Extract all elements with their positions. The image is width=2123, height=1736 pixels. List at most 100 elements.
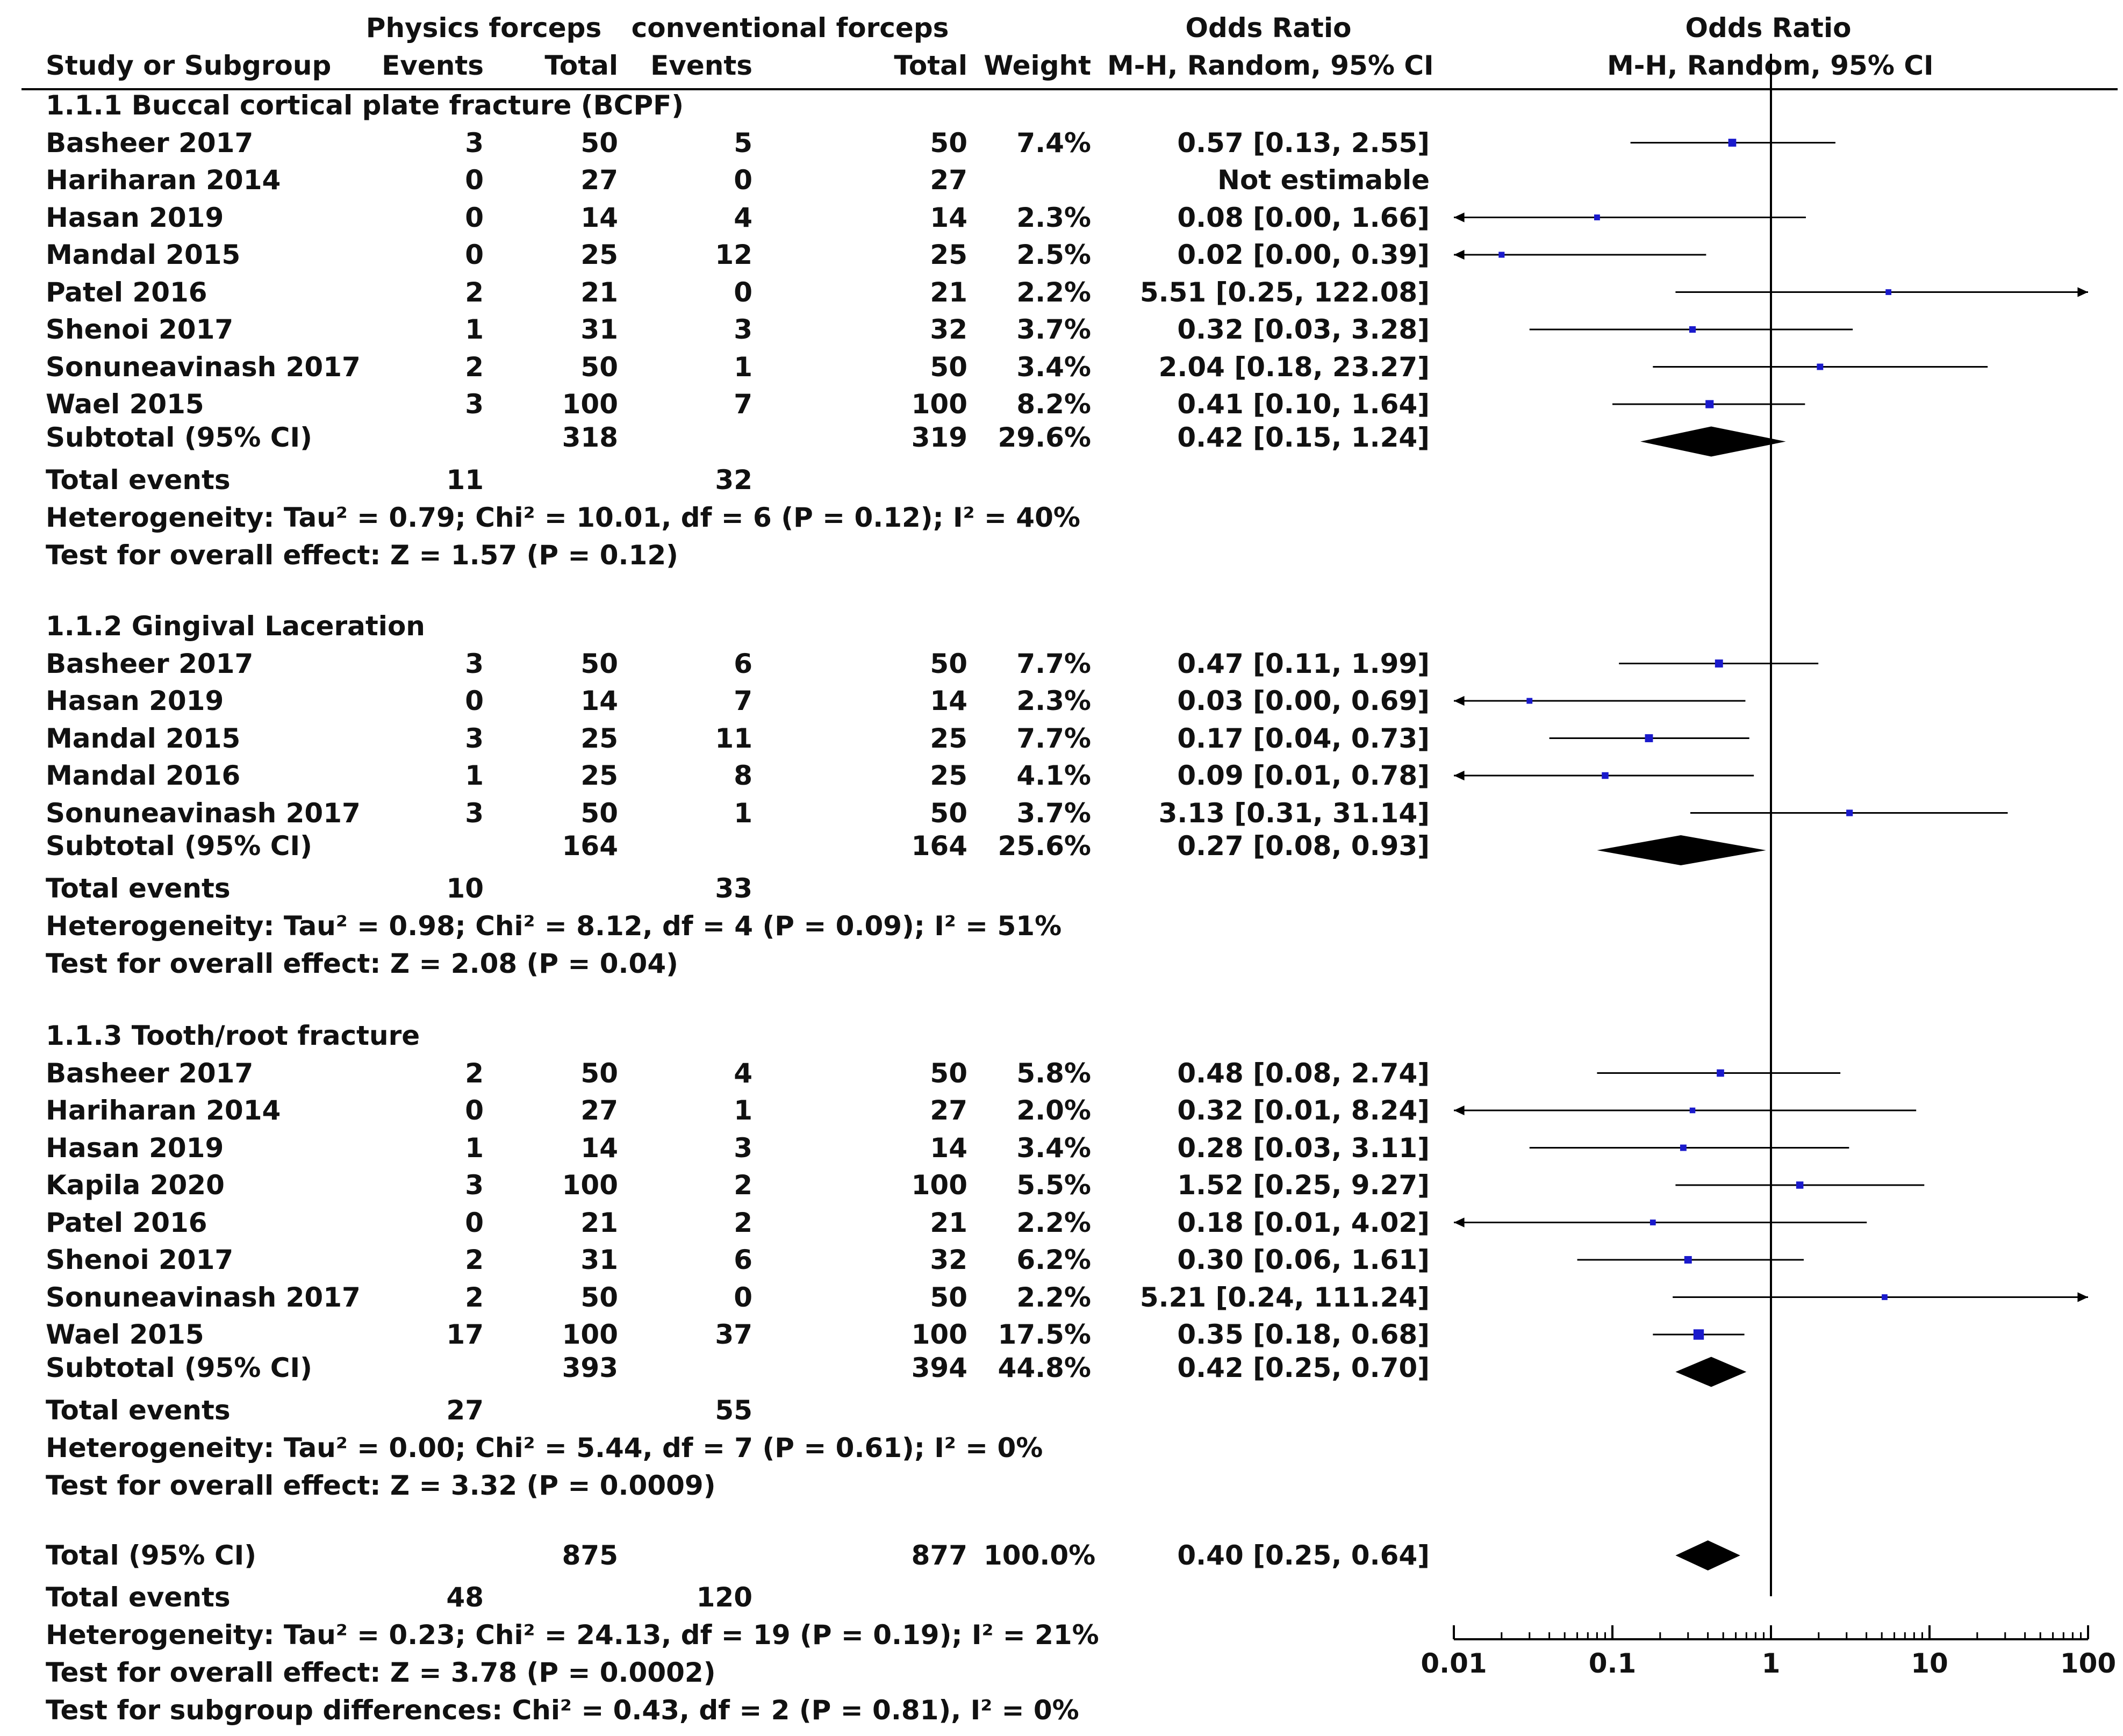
events-group2: 37 <box>715 1319 752 1350</box>
events-group2: 1 <box>734 1095 752 1126</box>
total-group1: 27 <box>580 164 618 196</box>
total-group2: 14 <box>930 685 967 716</box>
point-estimate <box>1693 1329 1704 1340</box>
subtotal-total2: 164 <box>911 830 967 862</box>
study-weight: 2.2% <box>1016 1207 1091 1238</box>
events-group1: 0 <box>465 1207 484 1238</box>
events-group1: 1 <box>465 1132 484 1164</box>
point-estimate <box>1689 326 1696 333</box>
col-weight-header: Weight <box>984 50 1091 81</box>
total-group1: 50 <box>580 1281 618 1313</box>
ci-arrow-left <box>1454 1105 1465 1116</box>
study-name: Hariharan 2014 <box>46 1095 281 1126</box>
events-group2: 2 <box>734 1207 752 1238</box>
events-group1: 2 <box>465 351 484 383</box>
subtotal-diamond <box>1675 1357 1747 1387</box>
study-ci: 0.35 [0.18, 0.68] <box>1177 1319 1430 1350</box>
overall-effect-text: Test for overall effect: Z = 3.32 (P = 0… <box>46 1469 716 1501</box>
events-group1: 3 <box>465 797 484 829</box>
point-estimate <box>1885 289 1892 295</box>
study-name: Hariharan 2014 <box>46 164 281 196</box>
study-weight: 7.7% <box>1016 722 1091 754</box>
point-estimate <box>1717 1069 1724 1077</box>
total-group1: 21 <box>580 276 618 308</box>
study-name: Sonuneavinash 2017 <box>46 797 361 829</box>
total-group1: 14 <box>580 1132 618 1164</box>
subtotal-total1: 164 <box>562 830 618 862</box>
ci-arrow-left <box>1454 770 1465 781</box>
total-group2: 25 <box>930 239 967 270</box>
point-estimate <box>1526 698 1533 704</box>
events-group1: 3 <box>465 389 484 420</box>
col-method-header: M-H, Random, 95% CI <box>1107 50 1434 81</box>
total-group2: 100 <box>911 1170 967 1201</box>
subgroup-differences-text: Test for subgroup differences: Chi² = 0.… <box>46 1695 1079 1726</box>
events-group2: 12 <box>715 239 752 270</box>
study-ci: 0.08 [0.00, 1.66] <box>1177 202 1430 233</box>
events-group2: 11 <box>715 722 752 754</box>
total-group1: 50 <box>580 127 618 159</box>
study-name: Hasan 2019 <box>46 1132 224 1164</box>
point-estimate <box>1846 809 1853 816</box>
total-events-group2: 33 <box>715 873 752 904</box>
events-group1: 1 <box>465 314 484 345</box>
overall-heterogeneity-text: Heterogeneity: Tau² = 0.23; Chi² = 24.13… <box>46 1619 1099 1651</box>
subtotal-diamond <box>1597 835 1766 865</box>
events-group1: 3 <box>465 1170 484 1201</box>
point-estimate <box>1649 1219 1656 1225</box>
total-events-group1: 11 <box>446 464 484 496</box>
study-weight: 5.5% <box>1016 1170 1091 1201</box>
total-group2: 100 <box>911 389 967 420</box>
total-group2: 50 <box>930 648 967 679</box>
events-group2: 6 <box>734 1244 752 1275</box>
study-weight: 2.3% <box>1016 685 1091 716</box>
events-group2: 2 <box>734 1170 752 1201</box>
total-group1: 100 <box>562 1319 618 1350</box>
total-group2: 27 <box>930 164 967 196</box>
study-ci: 0.57 [0.13, 2.55] <box>1177 127 1430 159</box>
point-estimate <box>1689 1107 1696 1114</box>
plot-title: Odds Ratio <box>1685 12 1852 44</box>
total-group1: 31 <box>580 314 618 345</box>
study-weight: 2.0% <box>1016 1095 1091 1126</box>
ci-arrow-left <box>1454 249 1465 260</box>
point-estimate <box>1715 659 1723 668</box>
study-ci: 1.52 [0.25, 9.27] <box>1177 1170 1430 1201</box>
total-group1: 14 <box>580 685 618 716</box>
total-group1: 25 <box>580 722 618 754</box>
subtotal-diamond <box>1640 426 1786 457</box>
total-group1: 25 <box>580 760 618 791</box>
subtotal-label: Subtotal (95% CI) <box>46 830 312 862</box>
study-ci: 3.13 [0.31, 31.14] <box>1158 797 1430 829</box>
subtotal-ci: 0.42 [0.25, 0.70] <box>1177 1352 1430 1383</box>
study-name: Wael 2015 <box>46 389 204 420</box>
study-ci: 5.51 [0.25, 122.08] <box>1139 276 1430 308</box>
events-group2: 1 <box>734 351 752 383</box>
events-group2: 7 <box>734 685 752 716</box>
study-name: Patel 2016 <box>46 276 207 308</box>
study-name: Shenoi 2017 <box>46 1244 234 1275</box>
events-group2: 5 <box>734 127 752 159</box>
events-group2: 0 <box>734 164 752 196</box>
study-weight: 5.8% <box>1016 1057 1091 1089</box>
total-group1: 50 <box>580 1057 618 1089</box>
study-name: Hasan 2019 <box>46 685 224 716</box>
total-events-label: Total events <box>46 873 231 904</box>
events-group1: 0 <box>465 202 484 233</box>
events-group2: 6 <box>734 648 752 679</box>
x-axis-tick-label: 0.1 <box>1589 1648 1637 1679</box>
study-weight: 8.2% <box>1016 389 1091 420</box>
study-name: Basheer 2017 <box>46 648 254 679</box>
events-group1: 0 <box>465 239 484 270</box>
point-estimate <box>1796 1181 1804 1189</box>
study-name: Sonuneavinash 2017 <box>46 1281 361 1313</box>
total-group1: 27 <box>580 1095 618 1126</box>
overall-events-label: Total events <box>46 1582 231 1613</box>
total-group1: 100 <box>562 389 618 420</box>
total-group1: 50 <box>580 351 618 383</box>
study-ci: Not estimable <box>1217 164 1430 196</box>
study-ci: 0.09 [0.01, 0.78] <box>1177 760 1430 791</box>
events-group1: 17 <box>446 1319 484 1350</box>
